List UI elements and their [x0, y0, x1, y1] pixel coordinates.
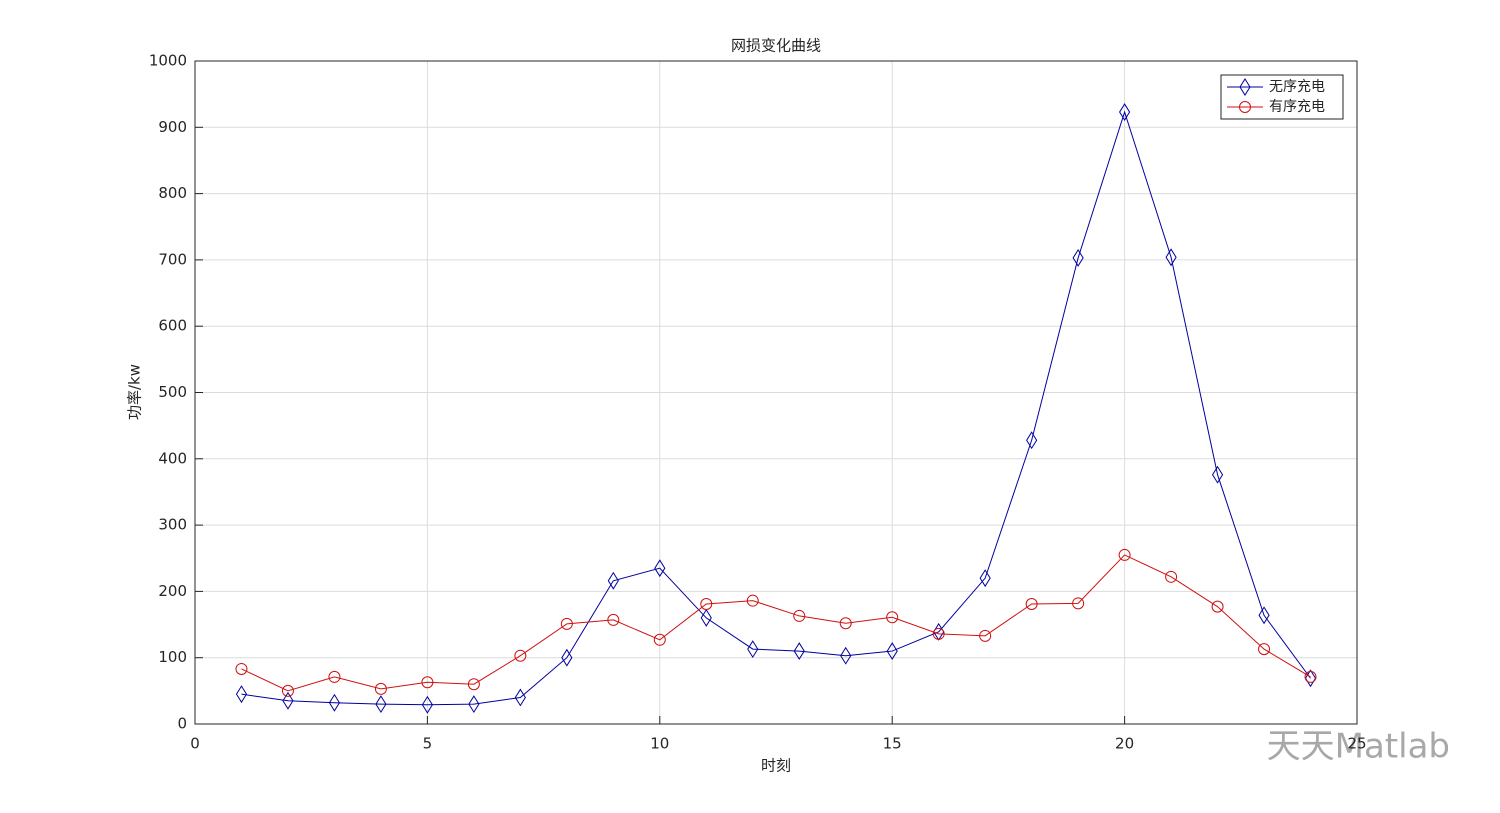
data-point	[514, 688, 526, 707]
y-tick-label: 900	[158, 118, 187, 136]
x-tick-label: 25	[1347, 735, 1366, 753]
y-tick-label: 100	[158, 648, 187, 666]
data-point	[654, 559, 666, 578]
data-point	[793, 609, 806, 622]
data-point	[1165, 570, 1178, 583]
data-point	[1165, 248, 1177, 267]
data-point	[979, 569, 991, 588]
data-point	[514, 649, 527, 662]
data-point	[1072, 248, 1084, 267]
x-tick-label: 10	[650, 735, 669, 753]
y-tick-label: 1000	[149, 52, 187, 70]
data-point	[328, 693, 341, 712]
data-point	[746, 594, 759, 607]
data-point	[653, 633, 666, 646]
y-tick-label: 200	[158, 582, 187, 600]
data-point	[235, 685, 248, 704]
data-point	[979, 629, 992, 642]
y-axis-label: 功率/kw	[126, 364, 144, 420]
data-point	[886, 611, 899, 624]
data-point	[235, 662, 248, 675]
data-point	[1118, 548, 1131, 561]
data-point	[282, 691, 294, 710]
data-point	[747, 640, 759, 659]
y-tick-label: 0	[177, 715, 187, 733]
data-point	[1119, 103, 1131, 121]
data-point	[561, 648, 573, 667]
x-tick-label: 5	[423, 735, 433, 753]
y-tick-label: 500	[158, 383, 187, 401]
plot-frame	[194, 60, 1358, 725]
data-point	[1072, 597, 1085, 610]
data-point	[374, 682, 387, 695]
data-point	[1304, 669, 1317, 688]
data-point	[1258, 606, 1270, 625]
data-point	[700, 608, 712, 627]
chart-title: 网损变化曲线	[731, 37, 821, 55]
x-tick-label: 20	[1115, 735, 1134, 753]
data-point	[932, 627, 945, 640]
x-axis-label: 时刻	[761, 757, 791, 775]
x-tick-label: 0	[190, 735, 200, 753]
data-point	[467, 678, 480, 691]
data-point	[1211, 465, 1224, 484]
y-tick-label: 700	[158, 250, 187, 268]
data-point	[886, 642, 898, 661]
data-point	[1304, 670, 1317, 683]
data-point	[839, 617, 852, 630]
watermark: 天天Matlab	[1267, 727, 1450, 767]
legend-label: 有序充电	[1269, 99, 1325, 115]
data-point	[281, 684, 294, 697]
data-point	[1258, 643, 1271, 656]
data-point	[1025, 597, 1038, 610]
x-tick-label: 15	[883, 735, 902, 753]
data-point	[607, 613, 620, 626]
data-point	[840, 646, 852, 665]
legend-label: 无序充电	[1269, 79, 1325, 95]
legend-box	[1220, 74, 1344, 120]
data-point	[421, 695, 433, 714]
y-tick-label: 300	[158, 516, 187, 534]
data-point	[1211, 600, 1224, 613]
y-tick-label: 600	[158, 317, 187, 335]
legend-marker	[1239, 101, 1251, 113]
data-point	[607, 571, 619, 590]
legend-marker	[1239, 78, 1251, 96]
data-point	[793, 642, 805, 661]
data-point	[421, 676, 434, 689]
y-tick-label: 400	[158, 449, 187, 467]
data-point	[700, 597, 713, 610]
data-point	[1026, 431, 1038, 450]
data-point	[375, 695, 387, 714]
y-tick-label: 800	[158, 184, 187, 202]
data-point	[560, 617, 573, 630]
data-point	[468, 695, 480, 714]
series-line	[241, 110, 1311, 706]
series-line	[241, 554, 1311, 692]
data-point	[328, 670, 341, 683]
